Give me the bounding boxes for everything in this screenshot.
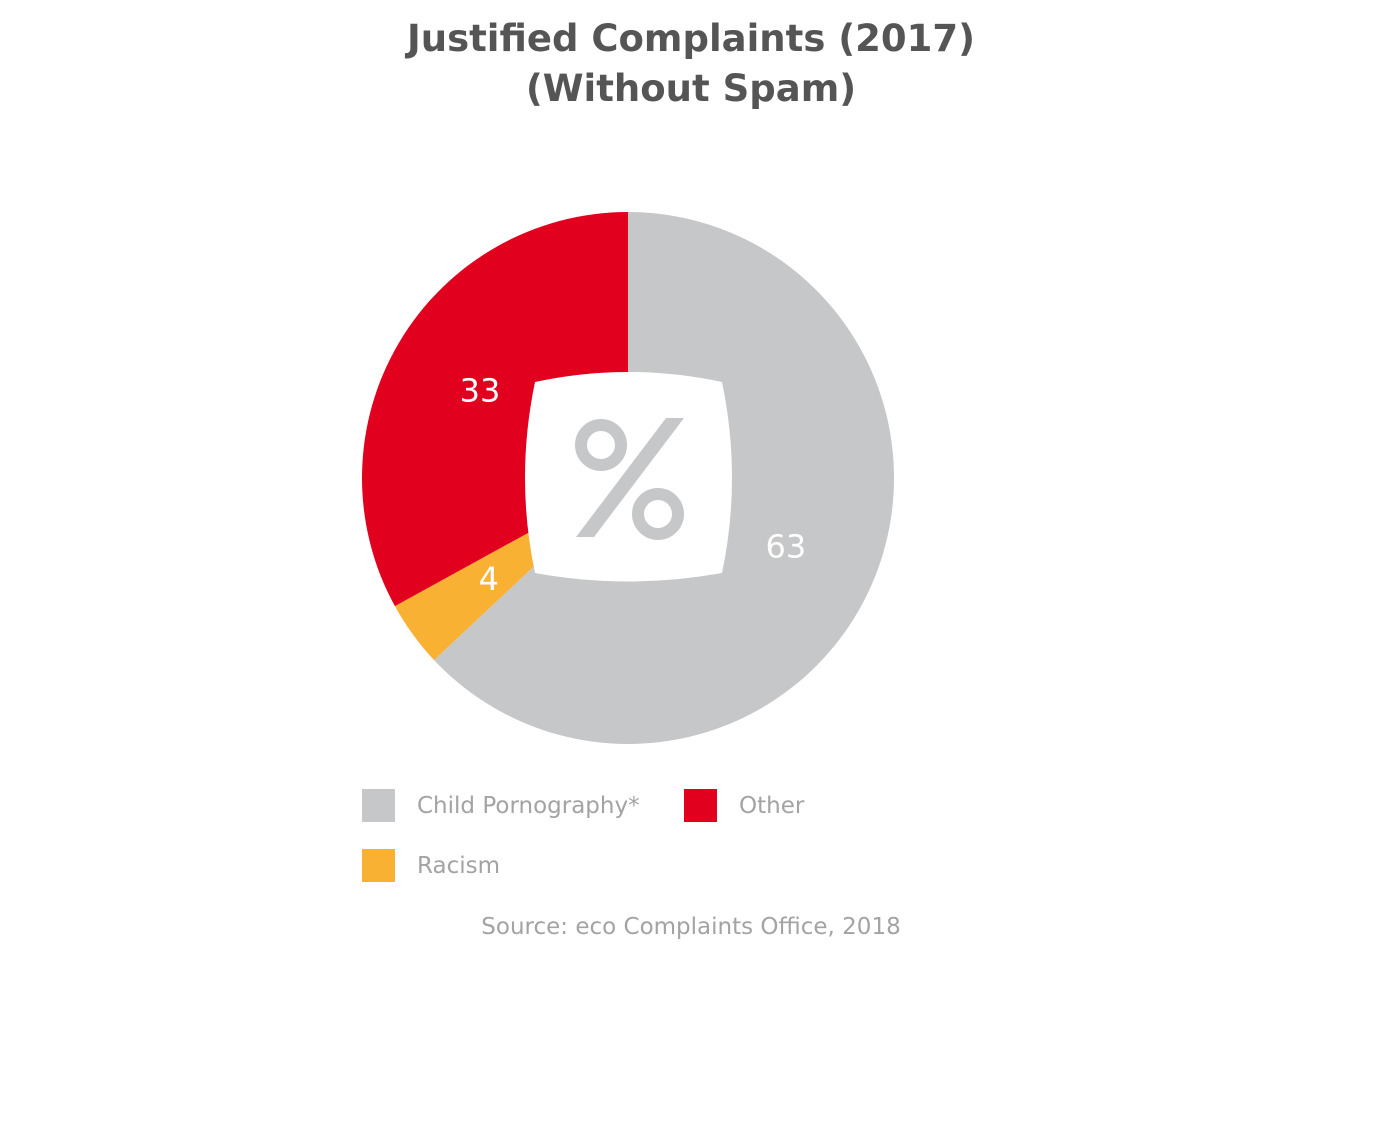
- legend-label: Child Pornography*: [417, 793, 640, 819]
- slice-value-label: 4: [479, 560, 499, 598]
- chart-title-line-1: Justified Complaints (2017): [406, 17, 976, 60]
- legend-swatch: [684, 789, 717, 822]
- legend-label: Racism: [417, 853, 500, 879]
- percent-icon: [575, 418, 684, 540]
- chart-title: Justified Complaints (2017) (Without Spa…: [0, 14, 1382, 114]
- legend-swatch: [362, 789, 395, 822]
- legend-swatch: [362, 849, 395, 882]
- chart-title-line-2: (Without Spam): [525, 67, 857, 110]
- slice-value-label: 33: [460, 371, 501, 409]
- slice-labels: 63 4 33: [460, 371, 807, 598]
- slice-value-label: 63: [765, 527, 806, 565]
- legend-label: Other: [739, 793, 805, 819]
- source-note: Source: eco Complaints Office, 2018: [481, 914, 901, 940]
